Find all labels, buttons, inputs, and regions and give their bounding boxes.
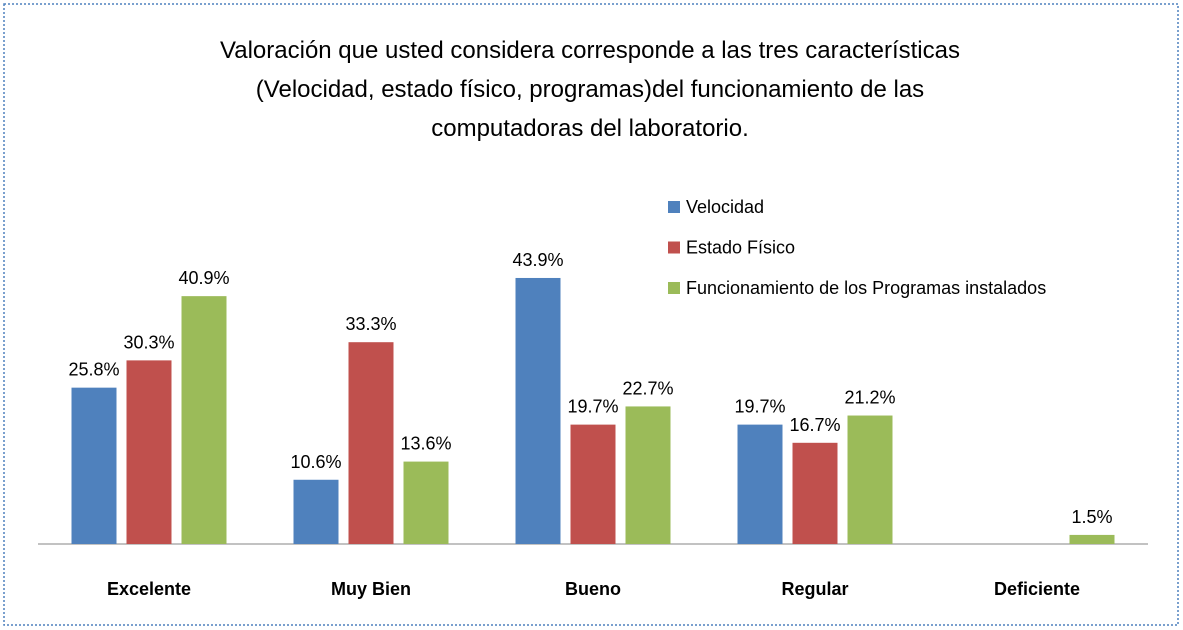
bar xyxy=(847,415,893,544)
bar xyxy=(1069,534,1115,544)
x-tick-label: Bueno xyxy=(565,579,621,599)
data-label: 43.9% xyxy=(512,250,563,270)
data-label: 22.7% xyxy=(622,378,673,398)
legend-swatch xyxy=(668,201,680,213)
legend-swatch xyxy=(668,241,680,254)
bar xyxy=(570,424,616,544)
x-tick-label: Excelente xyxy=(107,579,191,599)
bar xyxy=(403,461,449,544)
data-label: 19.7% xyxy=(734,397,785,417)
bar xyxy=(293,479,339,544)
data-label: 13.6% xyxy=(400,434,451,454)
data-label: 1.5% xyxy=(1071,507,1112,527)
bar xyxy=(625,406,671,544)
x-tick-label: Muy Bien xyxy=(331,579,411,599)
data-label: 21.2% xyxy=(844,388,895,408)
legend-label: Estado Físico xyxy=(686,238,795,258)
chart-title: (Velocidad, estado físico, programas)del… xyxy=(256,76,924,103)
data-label: 30.3% xyxy=(123,332,174,352)
bar xyxy=(515,277,561,544)
legend-label: Funcionamiento de los Programas instalad… xyxy=(686,278,1046,298)
bar xyxy=(181,296,227,544)
x-tick-label: Deficiente xyxy=(994,579,1080,599)
bar xyxy=(348,342,394,544)
data-label: 25.8% xyxy=(68,360,119,380)
legend-label: Velocidad xyxy=(686,197,764,217)
data-label: 10.6% xyxy=(290,452,341,472)
data-label: 19.7% xyxy=(567,397,618,417)
bar xyxy=(126,360,172,544)
bar xyxy=(792,442,838,544)
x-tick-label: Regular xyxy=(781,579,848,599)
bar xyxy=(737,424,783,544)
data-label: 16.7% xyxy=(789,415,840,435)
data-label: 33.3% xyxy=(345,314,396,334)
chart-title: computadoras del laboratorio. xyxy=(431,115,749,142)
legend-swatch xyxy=(668,282,680,294)
chart-title: Valoración que usted considera correspon… xyxy=(220,37,960,64)
data-label: 40.9% xyxy=(178,268,229,288)
bar xyxy=(71,387,117,544)
